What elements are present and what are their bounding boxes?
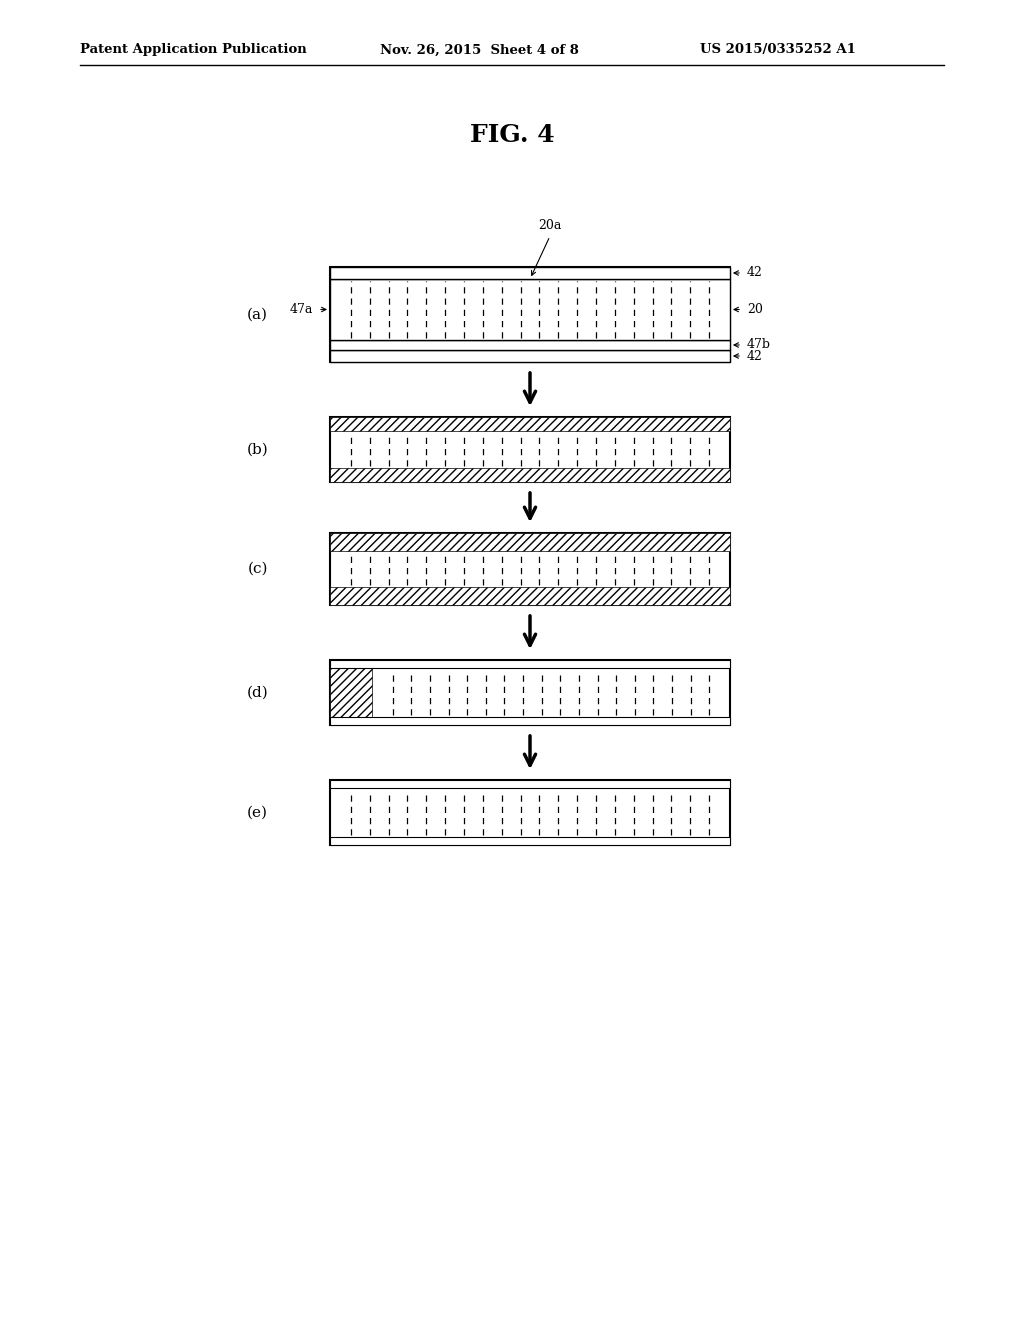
Text: 20a: 20a [539, 219, 562, 232]
Text: US 2015/0335252 A1: US 2015/0335252 A1 [700, 44, 856, 57]
Bar [330, 279, 730, 341]
Bar [330, 341, 730, 350]
Bar [330, 837, 730, 845]
Text: 47a: 47a [290, 304, 313, 315]
Text: (c): (c) [248, 562, 268, 576]
Bar [330, 267, 730, 279]
Bar [330, 780, 730, 788]
Bar [330, 717, 730, 725]
Bar [330, 668, 372, 717]
Bar [330, 417, 730, 432]
Text: Patent Application Publication: Patent Application Publication [80, 44, 307, 57]
Text: 47b: 47b [746, 338, 771, 351]
Text: (d): (d) [246, 685, 268, 700]
Bar [330, 469, 730, 482]
Bar [330, 587, 730, 605]
Text: 42: 42 [746, 267, 763, 280]
Bar [330, 267, 730, 362]
Text: Nov. 26, 2015  Sheet 4 of 8: Nov. 26, 2015 Sheet 4 of 8 [380, 44, 579, 57]
Text: 42: 42 [746, 350, 763, 363]
Bar [330, 417, 730, 482]
Text: (a): (a) [247, 308, 268, 322]
Text: FIG. 4: FIG. 4 [470, 123, 554, 147]
Bar [330, 533, 730, 550]
Text: (e): (e) [247, 805, 268, 820]
Text: 20: 20 [746, 304, 763, 315]
Bar [330, 660, 730, 668]
Bar [330, 350, 730, 362]
Bar [330, 533, 730, 605]
Bar [330, 780, 730, 845]
Bar [330, 660, 730, 725]
Text: (b): (b) [246, 442, 268, 457]
